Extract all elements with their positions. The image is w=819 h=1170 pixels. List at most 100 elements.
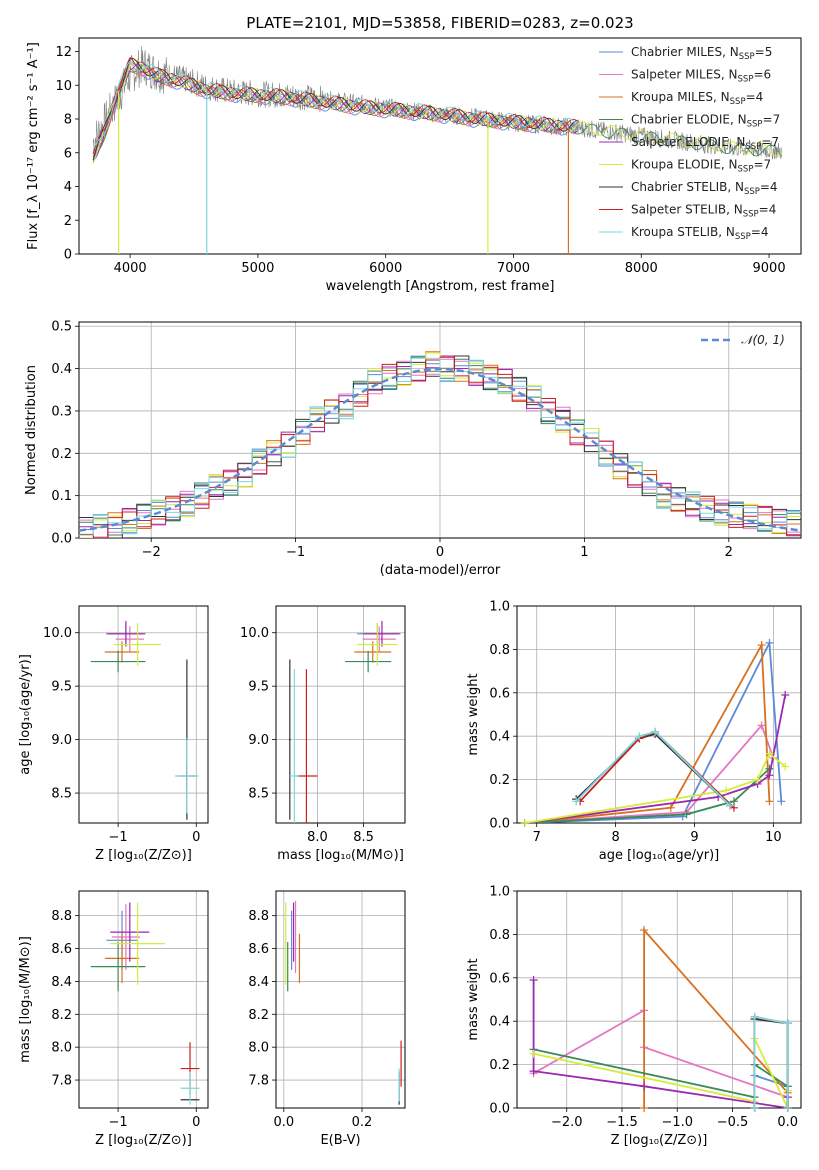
x-tick-label: −1.5: [606, 1115, 638, 1130]
legend-label: Chabrier MILES, NSSP=5: [631, 45, 772, 62]
weight-series: [753, 1015, 789, 1108]
y-tick-label: 8.5: [51, 787, 72, 802]
chart-title: PLATE=2101, MJD=53858, FIBERID=0283, z=0…: [246, 14, 633, 32]
x-tick-label: 9: [690, 830, 698, 845]
y-tick-label: 0.2: [489, 1058, 510, 1073]
y-tick-label: 0.6: [489, 686, 510, 701]
x-tick-label: 0.0: [777, 1115, 798, 1130]
mass-vs-extinction-panel: 0.0 0.2 7.8 8.0 8.2 8.4 8.6 8.8 E(B-V): [248, 890, 406, 1148]
legend-label: Salpeter STELIB, NSSP=4: [631, 203, 776, 220]
y-tick-label: 8.8: [248, 909, 269, 924]
y-tick-label: 8.0: [248, 1041, 269, 1056]
x-tick-label: 6000: [369, 261, 402, 276]
x-tick-label: 10: [765, 830, 782, 845]
y-tick-label: 7.8: [248, 1074, 269, 1089]
legend-subscript: SSP: [743, 210, 759, 220]
y-tick-label: 0.0: [489, 1102, 510, 1117]
legend-text: Salpeter ELODIE, N: [631, 135, 745, 149]
legend-subscript: SSP: [735, 232, 751, 242]
legend-subscript: SSP: [739, 52, 755, 62]
legend-label: Salpeter MILES, NSSP=6: [631, 68, 771, 85]
model-spectrum: [92, 57, 578, 161]
y-axis-label: mass [log₁₀(M/M⊙)]: [18, 936, 33, 1063]
weight-marker: [651, 727, 660, 736]
model-spectrum: [92, 59, 783, 164]
y-tick-label: 0.0: [489, 817, 510, 832]
weight-marker: [635, 732, 644, 741]
weight-marker: [640, 926, 649, 935]
axes-frame: [78, 321, 802, 539]
y-tick-label: 8.8: [51, 909, 72, 924]
model-spectrum: [92, 64, 783, 157]
weight-series: [579, 730, 735, 809]
x-axis-label: Z [log₁₀(Z/Z⊙)]: [611, 1133, 708, 1148]
weight-marker: [529, 1049, 538, 1058]
y-tick-label: 6: [64, 146, 72, 161]
x-tick-label: 0.2: [352, 1115, 373, 1130]
legend-suffix: =7: [763, 113, 781, 127]
y-tick-label: 8.6: [248, 942, 269, 957]
y-tick-label: 0.4: [489, 730, 510, 745]
legend-subscript: SSP: [738, 165, 754, 175]
weight-marker: [640, 1082, 649, 1091]
legend-subscript: SSP: [730, 97, 746, 107]
x-tick-label: −1: [286, 545, 305, 560]
y-tick-label: 0.8: [489, 643, 510, 658]
x-tick-label: 0.0: [273, 1115, 294, 1130]
weight-marker: [765, 638, 774, 647]
x-tick-label: 2: [725, 545, 733, 560]
x-tick-label: 1: [580, 545, 588, 560]
y-axis-label: age [log₁₀(age/yr)]: [18, 654, 33, 775]
legend-text: Chabrier MILES, N: [631, 45, 739, 59]
weight-series: [524, 639, 783, 823]
x-tick-label: 4000: [114, 261, 147, 276]
weight-marker: [722, 786, 731, 795]
weight-series: [533, 1048, 789, 1108]
mass-weight-vs-metallicity-panel: −2.0 −1.5 −1.0 −0.5 0.0 0.0 0.2 0.4 0.6 0.8 1.0 Z […: [466, 885, 802, 1148]
weight-marker: [757, 721, 766, 730]
x-tick-label: −1.0: [661, 1115, 693, 1130]
weight-series: [524, 641, 771, 823]
weight-marker: [765, 797, 774, 806]
x-tick-label: −2.0: [551, 1115, 583, 1130]
y-tick-label: 8.5: [248, 787, 269, 802]
y-tick-label: 8.0: [51, 1041, 72, 1056]
y-tick-label: 0.6: [489, 971, 510, 986]
weight-series: [524, 723, 775, 823]
y-tick-label: 9.0: [248, 733, 269, 748]
y-tick-label: 0.3: [51, 404, 72, 419]
y-tick-label: 10: [55, 79, 72, 94]
y-tick-label: 7.8: [51, 1074, 72, 1089]
x-tick-label: 7: [533, 830, 541, 845]
x-tick-label: −1: [109, 830, 128, 845]
legend-subscript: SSP: [744, 187, 760, 197]
x-tick-label: 0: [192, 1115, 200, 1130]
mass-weight-vs-age-panel: 7 8 9 10 0.0 0.2 0.4 0.6 0.8 1.0 age [log₁₀(age/yr…: [466, 600, 802, 863]
x-axis-label: (data-model)/error: [380, 563, 501, 578]
y-tick-label: 0.5: [51, 320, 72, 335]
normal-curve: [79, 367, 801, 532]
y-tick-label: 9.5: [51, 680, 72, 695]
x-tick-label: 8.0: [307, 830, 328, 845]
weight-marker: [750, 1104, 759, 1112]
y-tick-label: 1.0: [489, 885, 510, 900]
x-tick-label: 8: [611, 830, 619, 845]
weight-series: [753, 1015, 789, 1108]
y-tick-label: 10.0: [43, 626, 72, 641]
legend-label: Kroupa ELODIE, NSSP=7: [631, 158, 771, 175]
weight-marker: [781, 690, 790, 699]
legend-suffix: =5: [755, 45, 773, 59]
weight-marker: [726, 801, 734, 810]
weight-series: [575, 730, 731, 807]
weight-marker: [529, 975, 538, 984]
weight-series: [533, 1008, 789, 1108]
y-tick-label: 0.8: [489, 928, 510, 943]
y-tick-label: 0.4: [51, 362, 72, 377]
legend-suffix: =4: [759, 203, 777, 217]
x-axis-label: Z [log₁₀(Z/Z⊙)]: [95, 848, 192, 863]
legend-suffix: =4: [746, 90, 764, 104]
y-tick-label: 1.0: [489, 600, 510, 615]
x-tick-label: 0: [436, 545, 444, 560]
y-tick-label: 8.2: [51, 1008, 72, 1023]
